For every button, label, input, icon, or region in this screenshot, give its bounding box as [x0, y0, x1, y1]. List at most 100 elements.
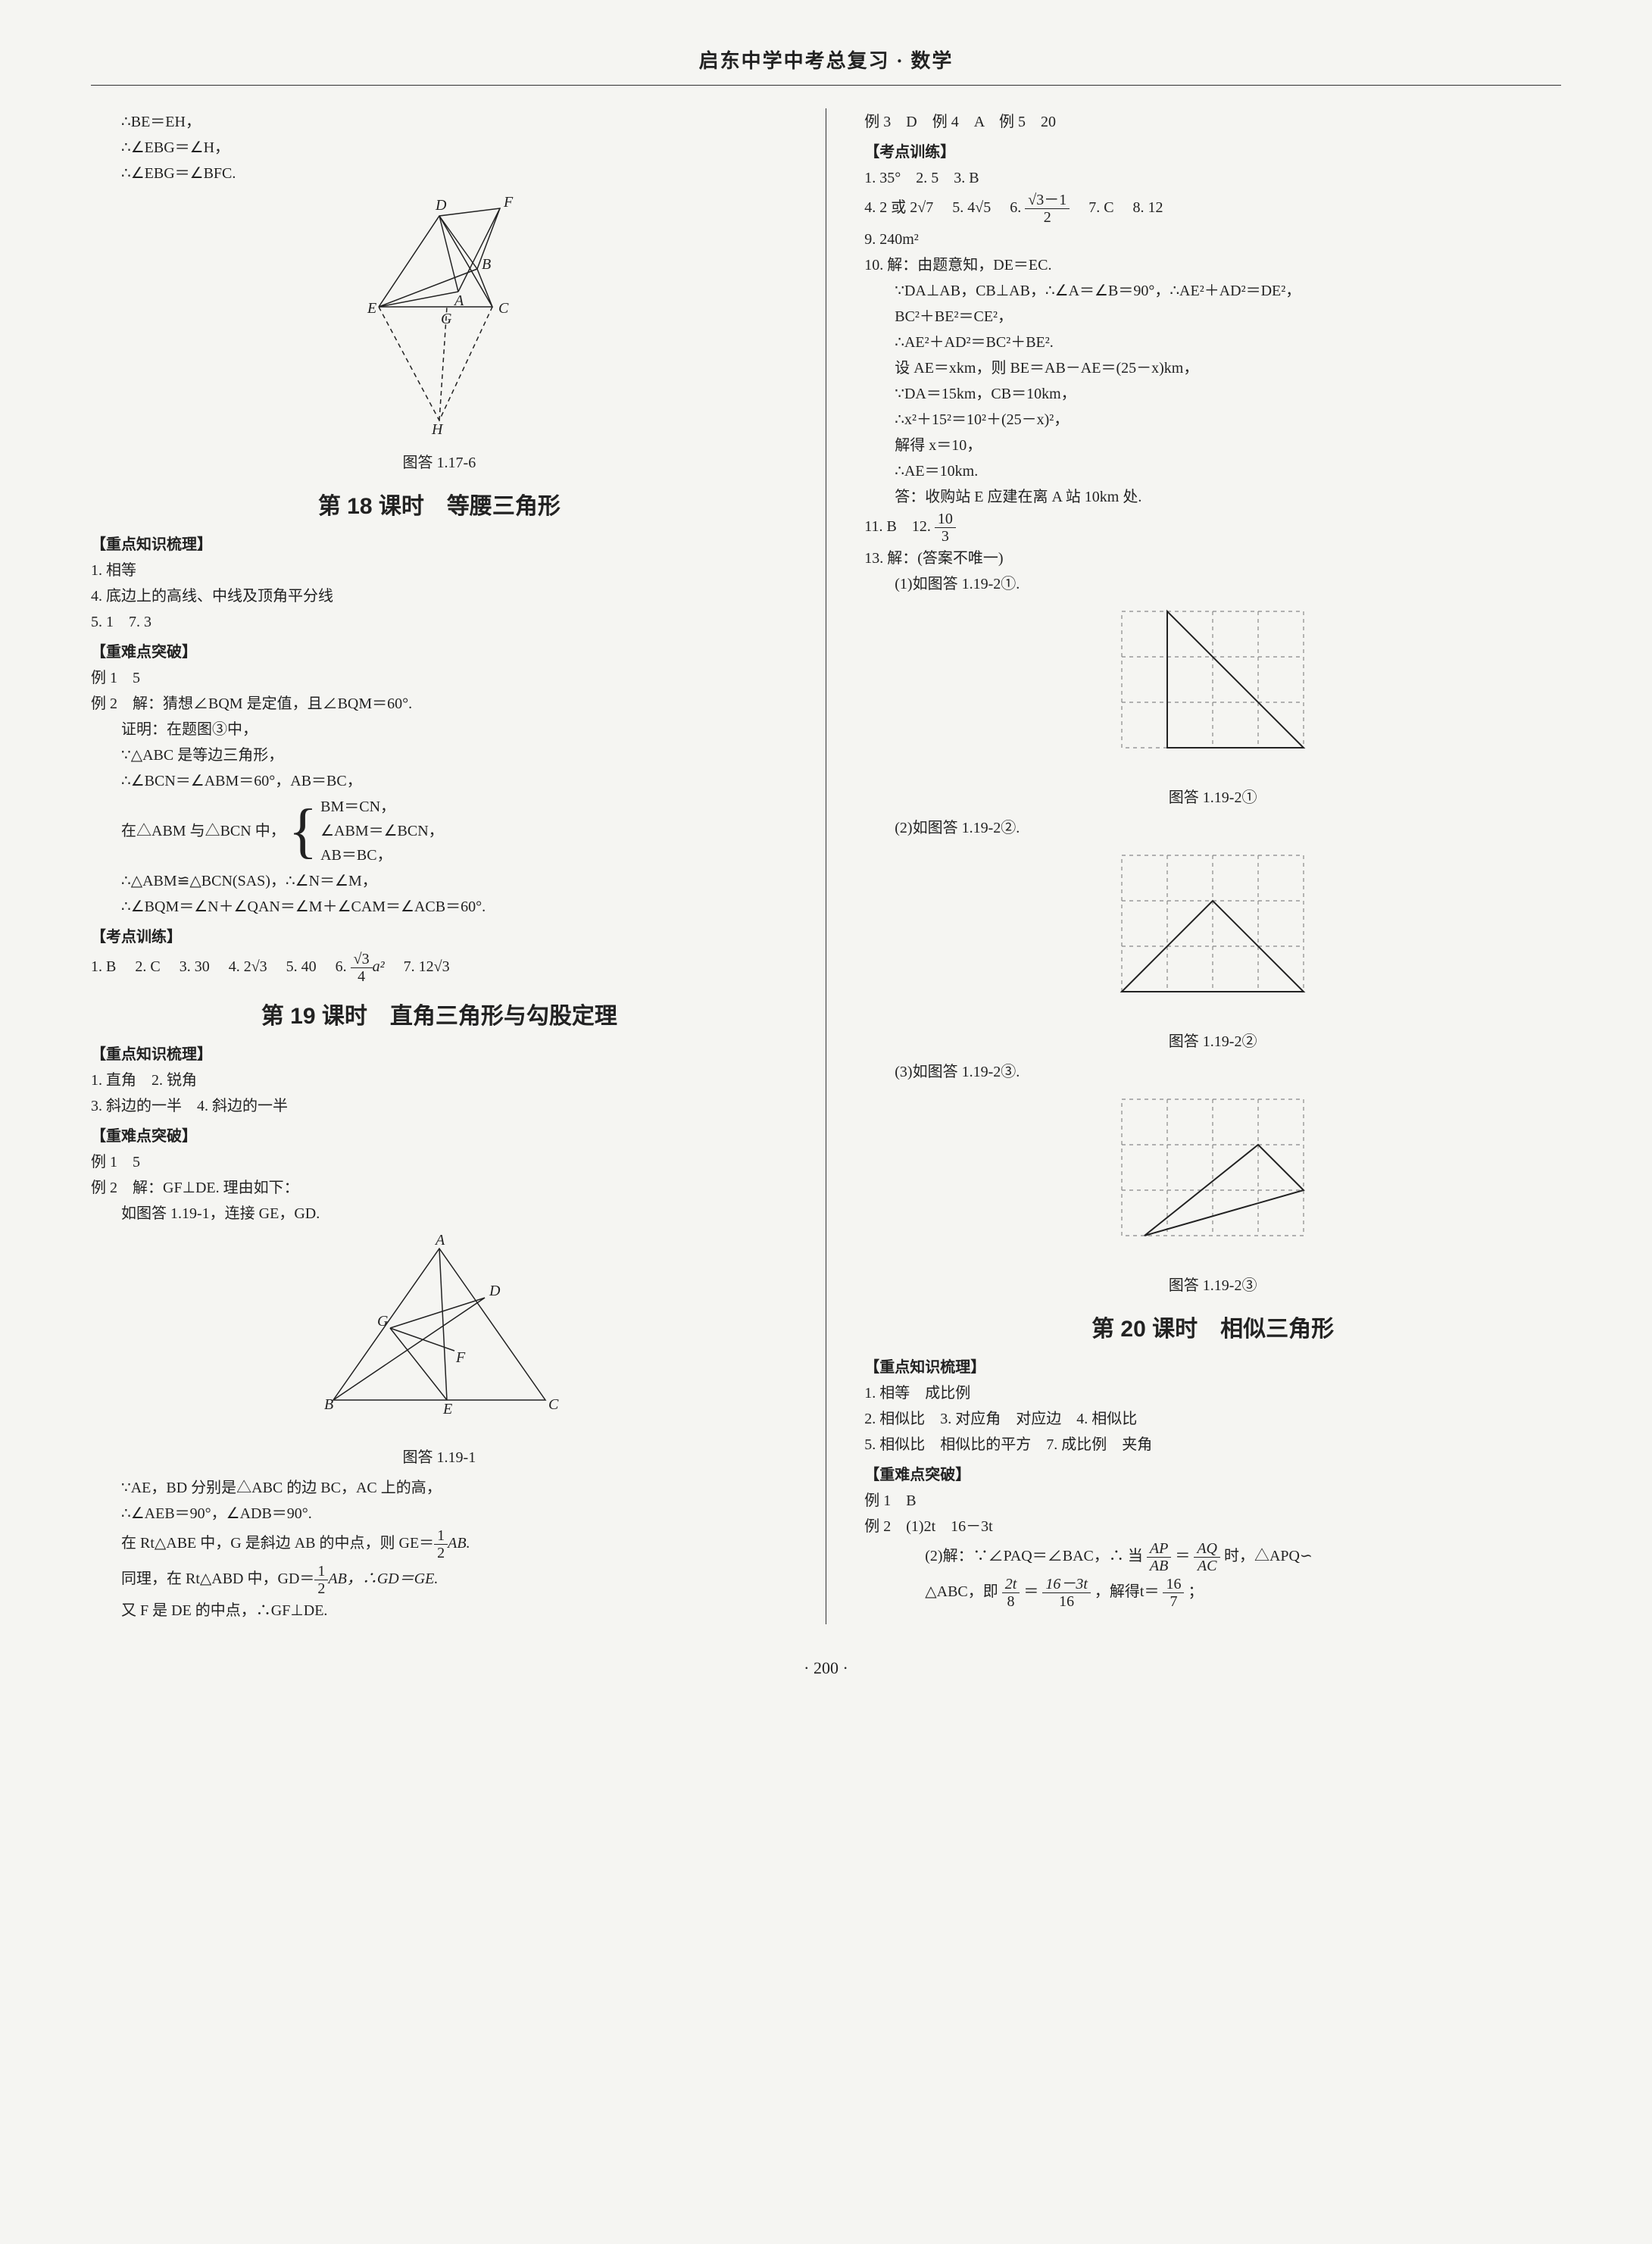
text-line: ∵AE，BD 分别是△ABC 的边 BC，AC 上的高， — [91, 1476, 788, 1500]
fraction: √3－12 — [1025, 192, 1070, 226]
answer-suffix: a² — [373, 958, 385, 975]
svg-text:E: E — [442, 1401, 452, 1417]
denominator: 16 — [1042, 1593, 1091, 1610]
lesson-19-title: 第 19 课时 直角三角形与勾股定理 — [91, 999, 788, 1035]
answer: 6. — [1010, 199, 1025, 216]
text-line: 1. 直角 2. 锐角 — [91, 1068, 788, 1092]
text-line: BM＝CN， — [320, 795, 444, 819]
text-line: 例 2 解：GF⊥DE. 理由如下： — [91, 1176, 788, 1200]
text-line: 1. 相等 成比例 — [864, 1381, 1561, 1405]
svg-text:G: G — [441, 311, 452, 327]
section-heading: 【重点知识梳理】 — [864, 1355, 1561, 1380]
figure-1-19-2-3 — [864, 1092, 1561, 1266]
figure-1-17-6: D F B A E C G H — [91, 193, 788, 443]
answer: 4. 2√3 — [229, 958, 267, 975]
numerator: 1 — [434, 1527, 448, 1545]
fraction: 16－3t16 — [1042, 1576, 1091, 1610]
brace-group: 在△ABM 与△BCN 中， { BM＝CN， ∠ABM＝∠BCN， AB＝BC… — [91, 795, 788, 867]
column-divider — [826, 108, 827, 1624]
figure-1-19-1: A B C D E G F — [91, 1233, 788, 1438]
text-line: ∴△ABM≌△BCN(SAS)，∴∠N＝∠M， — [91, 869, 788, 893]
text-line: ∴∠AEB＝90°，∠ADB＝90°. — [91, 1502, 788, 1526]
text-line: (2)如图答 1.19-2②. — [864, 816, 1561, 840]
denominator: AC — [1194, 1558, 1220, 1574]
svg-text:H: H — [431, 421, 444, 436]
text-line: (3)如图答 1.19-2③. — [864, 1060, 1561, 1084]
denominator: 3 — [935, 528, 956, 545]
text-line: 5. 1 7. 3 — [91, 610, 788, 634]
section-heading: 【考点训练】 — [91, 925, 788, 949]
text-line: 证明：在题图③中， — [91, 717, 788, 742]
svg-text:F: F — [503, 194, 514, 211]
text-line: ∴∠EBG＝∠BFC. — [91, 161, 788, 186]
text-line: △ABC，即 2t8 ＝ 16－3t16 ，解得t＝ 167 ； — [864, 1576, 1561, 1610]
text-line: BC²＋BE²＝CE²， — [864, 305, 1561, 329]
answer: 6. — [336, 958, 351, 975]
text-line: 例 3 D 例 4 A 例 5 20 — [864, 110, 1561, 134]
text-line: (2)解：∵∠PAQ＝∠BAC，∴ 当 APAB ＝ AQAC 时，△APQ∽ — [864, 1540, 1561, 1574]
section-heading: 【重点知识梳理】 — [91, 533, 788, 557]
text-line: ∠ABM＝∠BCN， — [320, 819, 444, 843]
text-line: ∴∠BQM＝∠N＋∠QAN＝∠M＋∠CAM＝∠ACB＝60°. — [91, 895, 788, 919]
svg-text:B: B — [324, 1396, 333, 1413]
text-line: ∴AE＝10km. — [864, 459, 1561, 483]
text-line: (1)如图答 1.19-2①. — [864, 572, 1561, 596]
text-line: 在 Rt△ABE 中，G 是斜边 AB 的中点，则 GE＝12AB. — [91, 1527, 788, 1561]
text-line: 例 1 5 — [91, 1150, 788, 1174]
answer: 3. 30 — [180, 958, 210, 975]
text-line: 5. 相似比 相似比的平方 7. 成比例 夹角 — [864, 1433, 1561, 1457]
text-line: ∴AE²＋AD²＝BC²＋BE². — [864, 330, 1561, 355]
section-heading: 【重难点突破】 — [864, 1463, 1561, 1487]
denominator: 4 — [351, 968, 373, 985]
svg-text:C: C — [498, 300, 509, 317]
svg-text:G: G — [377, 1313, 389, 1330]
fraction: APAB — [1147, 1540, 1171, 1574]
text-fragment: ＝ — [1175, 1548, 1194, 1564]
text-line: ∵△ABC 是等边三角形， — [91, 743, 788, 767]
text-line: ∵DA⊥AB，CB⊥AB，∴∠A＝∠B＝90°，∴AE²＋AD²＝DE²， — [864, 279, 1561, 303]
text-fragment: AB，∴GD＝GE. — [328, 1570, 438, 1587]
section-heading: 【重难点突破】 — [91, 1124, 788, 1149]
text-line: AB＝BC， — [320, 843, 444, 867]
answers-row: 1. B 2. C 3. 30 4. 2√3 5. 40 6. √34a² 7.… — [91, 951, 788, 985]
fraction: 167 — [1163, 1576, 1184, 1610]
numerator: AQ — [1194, 1540, 1220, 1558]
text-line: 例 2 (1)2t 16－3t — [864, 1514, 1561, 1539]
text-line: 又 F 是 DE 的中点，∴GF⊥DE. — [91, 1599, 788, 1623]
svg-text:B: B — [482, 256, 491, 273]
answer: 7. C — [1088, 199, 1113, 216]
text-line: ∴∠BCN＝∠ABM＝60°，AB＝BC， — [91, 769, 788, 793]
text-line: 1. 相等 — [91, 558, 788, 583]
figure-caption: 图答 1.19-1 — [91, 1445, 788, 1470]
text-line: 11. B 12. 103 — [864, 511, 1561, 545]
svg-text:A: A — [453, 292, 464, 309]
left-column: ∴BE＝EH， ∴∠EBG＝∠H， ∴∠EBG＝∠BFC. D F — [91, 108, 788, 1624]
text-fragment: ，解得t＝ — [1095, 1583, 1160, 1600]
text-line: 4. 底边上的高线、中线及顶角平分线 — [91, 584, 788, 608]
fraction: 12 — [314, 1563, 328, 1597]
section-heading: 【考点训练】 — [864, 140, 1561, 164]
numerator: √3－1 — [1025, 192, 1070, 209]
text-line: 例 2 解：猜想∠BQM 是定值，且∠BQM＝60°. — [91, 692, 788, 716]
text-fragment: 在 Rt△ABE 中，G 是斜边 AB 的中点，则 GE＝ — [121, 1535, 434, 1552]
answers-row: 4. 2 或 2√7 5. 4√5 6. √3－12 7. C 8. 12 — [864, 192, 1561, 226]
right-column: 例 3 D 例 4 A 例 5 20 【考点训练】 1. 35° 2. 5 3.… — [864, 108, 1561, 1624]
answer: 8. 12 — [1133, 199, 1163, 216]
text-line: ∵DA＝15km，CB＝10km， — [864, 382, 1561, 406]
svg-text:E: E — [367, 300, 376, 317]
text-fragment: ； — [1188, 1583, 1203, 1600]
figure-1-19-2-1 — [864, 604, 1561, 778]
numerator: 2t — [1002, 1576, 1020, 1593]
figure-1-19-2-2 — [864, 848, 1561, 1022]
text-line: 如图答 1.19-1，连接 GE，GD. — [91, 1202, 788, 1226]
section-heading: 【重点知识梳理】 — [91, 1042, 788, 1067]
page-title: 启东中学中考总复习 · 数学 — [91, 45, 1561, 86]
text-line: 设 AE＝xkm，则 BE＝AB－AE＝(25－x)km， — [864, 356, 1561, 380]
text-line: 解得 x＝10， — [864, 433, 1561, 458]
text-fragment: 同理，在 Rt△ABD 中，GD＝ — [121, 1570, 314, 1587]
text-line: 例 1 5 — [91, 666, 788, 690]
two-column-layout: ∴BE＝EH， ∴∠EBG＝∠H， ∴∠EBG＝∠BFC. D F — [91, 108, 1561, 1624]
text-line: 在△ABM 与△BCN 中， — [121, 819, 286, 843]
figure-caption: 图答 1.19-2② — [864, 1030, 1561, 1054]
answer: 7. 12√3 — [404, 958, 450, 975]
